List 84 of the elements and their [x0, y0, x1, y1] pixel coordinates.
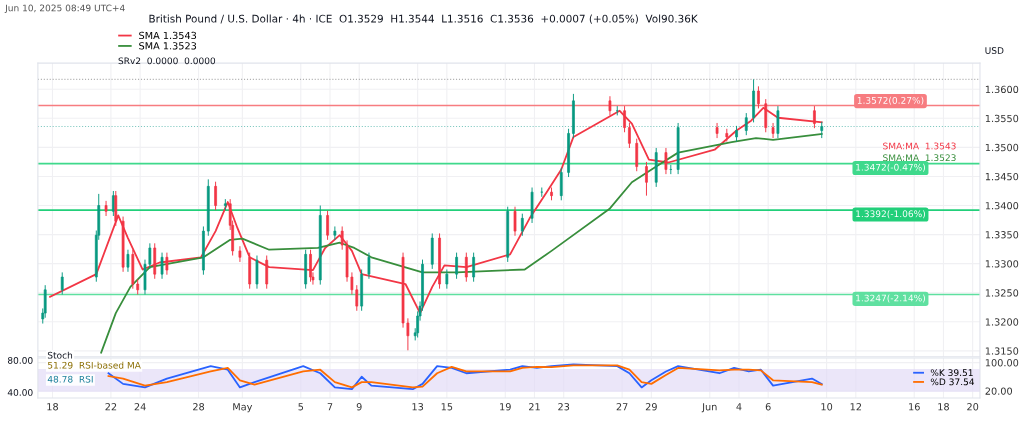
x-tick-label: 13	[412, 403, 424, 411]
ref-line-label: 1.3572(0.27%)	[857, 96, 924, 105]
candlestick	[771, 122, 775, 139]
x-tick-label: 7	[327, 403, 333, 411]
text: USD	[985, 47, 1004, 54]
ref-line-label: 1.3472(-0.47%)	[856, 163, 925, 172]
annotation: SRv2 0.0000 0.0000	[118, 57, 216, 65]
candlestick	[472, 252, 475, 283]
candlestick	[160, 252, 164, 280]
candlestick	[744, 112, 748, 136]
candlestick	[104, 200, 108, 217]
candlestick	[635, 138, 639, 172]
legend-label: SMA 1.3523	[139, 42, 197, 50]
candlestick	[60, 271, 64, 295]
x-tick-label: 9	[356, 403, 362, 411]
y-tick-label: 1.3500	[985, 143, 1019, 152]
annotation: 48.78 RSI	[47, 375, 93, 383]
y-tick-label: 1.3150	[985, 347, 1019, 355]
candlestick	[326, 210, 329, 241]
candlestick	[165, 252, 169, 276]
ref-line-label: 1.3392(-1.06%)	[856, 210, 925, 219]
candlestick	[265, 255, 269, 290]
x-tick-label: 28	[193, 403, 205, 411]
x-tick-label: 18	[938, 403, 949, 411]
x-tick-label: 18	[47, 403, 59, 411]
y-tick-label: 1.3350	[985, 231, 1019, 239]
candlestick	[776, 105, 780, 139]
candlestick	[333, 225, 337, 241]
candlestick	[238, 245, 242, 263]
candlestick	[715, 122, 719, 139]
x-tick-label: 4	[736, 403, 742, 411]
legend-label: %K 39.51	[930, 369, 973, 377]
candlestick	[126, 249, 130, 273]
chart-subtitle: Jun 10, 2025 08:49 UTC+4	[4, 4, 125, 14]
y-tick-label: 1.3200	[985, 318, 1019, 326]
ref-line-label: 1.3247(-2.14%)	[856, 294, 925, 303]
y-tick-label: 1.3300	[985, 260, 1019, 268]
x-tick-label: 19	[500, 403, 511, 411]
x-tick-label: 22	[105, 403, 117, 411]
y-tick-label: 100.00	[985, 359, 1019, 367]
x-tick-label: 5	[298, 403, 304, 411]
x-tick-label: Jun	[701, 403, 717, 413]
legend-label: SMA 1.3543	[139, 31, 197, 40]
x-tick-label: 29	[645, 403, 657, 411]
annotation: Stoch	[47, 351, 73, 359]
x-tick-label: 23	[558, 403, 570, 411]
candlestick	[513, 206, 517, 237]
x-tick-label: 6	[765, 403, 771, 411]
x-tick-label: 15	[441, 403, 453, 411]
candlestick	[214, 181, 217, 211]
y-tick-label: 1.3450	[985, 172, 1019, 181]
candlestick	[520, 213, 524, 237]
y-tick-label: 1.3250	[985, 289, 1019, 297]
candlestick	[367, 252, 371, 280]
candlestick	[645, 161, 648, 197]
text: 40.00	[7, 389, 33, 396]
y-tick-label: 1.3600	[985, 85, 1019, 94]
x-tick-label: 27	[616, 403, 628, 411]
annotation: SMA:MA 1.3523	[883, 154, 956, 162]
chart-title: British Pound / U.S. Dollar · 4h · ICE O1.3529 H1.3544 L1.3516 C1.3536 +0.0007 (+0.05%) Vol90.36K	[149, 14, 698, 24]
text: 80.00	[7, 357, 33, 364]
x-tick-label: 12	[850, 403, 862, 411]
candlestick	[445, 268, 449, 290]
candlestick	[455, 252, 458, 280]
x-tick-label: 20	[967, 403, 979, 411]
candlestick	[309, 249, 312, 283]
candlestick	[559, 167, 563, 201]
x-tick-label: May	[233, 403, 253, 413]
y-tick-label: 20.00	[985, 387, 1013, 395]
candlestick	[664, 147, 668, 175]
line-series	[100, 133, 823, 354]
annotation: 51.29 RSI-based MA	[48, 361, 141, 369]
y-tick-label: 1.3400	[985, 202, 1019, 210]
candlestick	[464, 252, 468, 283]
candlestick	[628, 122, 631, 149]
x-tick-label: 21	[529, 403, 540, 411]
x-tick-label: 10	[821, 403, 833, 411]
candlestick	[757, 85, 760, 109]
y-tick-label: 1.3550	[985, 114, 1019, 123]
candlestick	[255, 255, 259, 290]
x-tick-label: 16	[909, 403, 920, 411]
x-tick-label: 24	[134, 403, 146, 411]
annotation: SMA:MA 1.3543	[883, 142, 956, 150]
legend-label: %D 37.54	[930, 378, 975, 386]
